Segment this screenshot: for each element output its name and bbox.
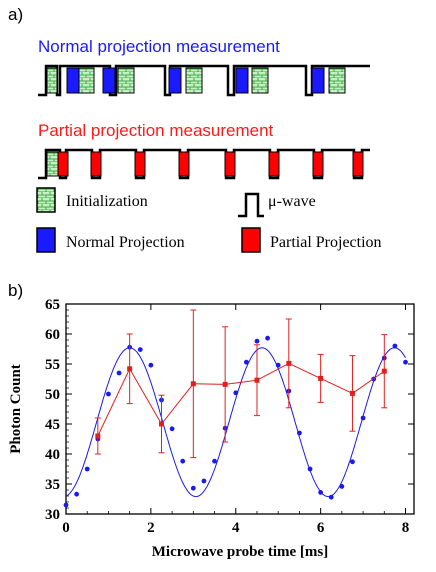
blue-data-point <box>403 359 408 365</box>
initialization-block <box>251 67 269 94</box>
red-data-point <box>158 421 164 427</box>
blue-data-point <box>328 494 334 500</box>
normal-scheme-title: Normal projection measurement <box>38 37 280 56</box>
blue-data-point <box>307 466 313 472</box>
photon-count-chart: 0 2 4 6 8 30 35 40 45 50 55 60 65 Microwave probe ti… <box>8 297 415 560</box>
x-axis-title: Microwave probe time [ms] <box>152 544 328 560</box>
initialization-block <box>46 67 58 94</box>
partial-projection-block <box>224 151 236 177</box>
partial-projection-block <box>312 151 324 177</box>
blue-data-point <box>148 362 154 368</box>
red-data-point <box>286 360 292 366</box>
partial-projection-block <box>134 151 146 177</box>
plot-frame <box>65 303 415 515</box>
x-tick-label: 8 <box>402 520 410 536</box>
red-series-layer <box>94 309 388 459</box>
red-data-point <box>254 377 260 383</box>
panel-b: b) 0 2 4 6 8 30 35 40 45 50 55 60 65 Microwave probe… <box>8 281 415 560</box>
initialization-block <box>46 151 60 177</box>
y-axis-title: Photon Count <box>8 364 24 454</box>
initialization-swatch <box>36 187 56 213</box>
red-data-point <box>222 381 228 387</box>
axis-ticks: 0 2 4 6 8 30 35 40 45 50 55 60 65 <box>45 297 414 536</box>
panel-a: a) Normal projection measurement Partial… <box>8 5 382 253</box>
normal-projection-label: Normal Projection <box>66 234 185 251</box>
partial-projection-block <box>352 151 364 177</box>
partial-pulse-sequence <box>38 148 370 180</box>
normal-projection-block <box>102 67 116 94</box>
blue-data-point <box>233 390 239 396</box>
y-tick-label: 55 <box>45 357 60 373</box>
partial-projection-block <box>57 151 69 177</box>
normal-projection-block <box>311 67 325 94</box>
blue-data-point <box>318 490 324 495</box>
blue-data-point <box>116 370 122 376</box>
partial-projection-label: Partial Projection <box>270 234 382 251</box>
y-tick-label: 35 <box>45 477 60 493</box>
blue-data-point <box>201 478 207 484</box>
blue-points-layer <box>63 335 408 508</box>
normal-projection-block <box>168 67 182 94</box>
blue-data-point <box>212 458 217 464</box>
panel-b-label: b) <box>8 281 23 300</box>
x-tick-label: 2 <box>147 520 155 536</box>
normal-projection-block <box>235 67 249 94</box>
initialization-block <box>77 67 95 94</box>
y-tick-label: 60 <box>45 327 60 343</box>
x-tick-label: 0 <box>62 520 70 536</box>
blue-data-point <box>243 359 249 365</box>
blue-data-point <box>190 485 196 491</box>
normal-projection-swatch <box>36 227 56 253</box>
blue-data-point <box>169 426 175 432</box>
initialization-block <box>117 67 135 94</box>
y-tick-label: 30 <box>45 507 60 523</box>
x-tick-label: 6 <box>317 520 325 536</box>
partial-projection-swatch <box>241 227 261 253</box>
blue-data-point <box>74 491 80 497</box>
partial-projection-block <box>268 151 280 177</box>
initialization-block <box>328 67 346 94</box>
blue-data-point <box>63 502 69 508</box>
red-data-point <box>381 368 387 374</box>
initialization-block <box>185 67 203 94</box>
red-series-line <box>97 362 385 437</box>
blue-data-point <box>339 484 345 489</box>
partial-projection-block <box>90 151 102 177</box>
blue-data-point <box>84 466 90 472</box>
blue-data-point <box>106 391 111 397</box>
red-data-point <box>127 366 133 372</box>
red-data-point <box>318 375 324 381</box>
blue-data-point <box>265 335 270 341</box>
normal-projection-block <box>66 67 80 94</box>
legend: Initialization μ-wave Normal Projection … <box>36 187 382 253</box>
blue-data-point <box>360 415 366 421</box>
x-tick-label: 4 <box>232 520 240 536</box>
red-data-point <box>349 390 355 396</box>
y-tick-label: 40 <box>45 447 60 463</box>
mu-wave-label: μ-wave <box>268 193 316 210</box>
mu-wave-pulse-icon <box>238 192 264 218</box>
y-tick-label: 50 <box>45 387 60 403</box>
partial-projection-block <box>178 151 190 177</box>
blue-data-point <box>350 459 355 465</box>
y-tick-label: 65 <box>45 297 60 313</box>
red-data-point <box>190 381 196 387</box>
blue-data-point <box>180 458 186 464</box>
initialization-label: Initialization <box>66 193 148 210</box>
normal-pulse-sequence <box>38 64 370 97</box>
y-tick-label: 45 <box>45 417 60 433</box>
fit-curve-layer <box>65 347 406 498</box>
blue-data-point <box>137 347 143 352</box>
panel-a-label: a) <box>8 5 23 24</box>
fit-curve <box>65 347 406 498</box>
blue-data-point <box>392 343 398 349</box>
blue-data-point <box>297 430 302 436</box>
blue-data-point <box>275 362 281 368</box>
red-data-point <box>95 433 101 439</box>
partial-scheme-title: Partial projection measurement <box>38 121 274 140</box>
blue-data-point <box>254 338 260 344</box>
